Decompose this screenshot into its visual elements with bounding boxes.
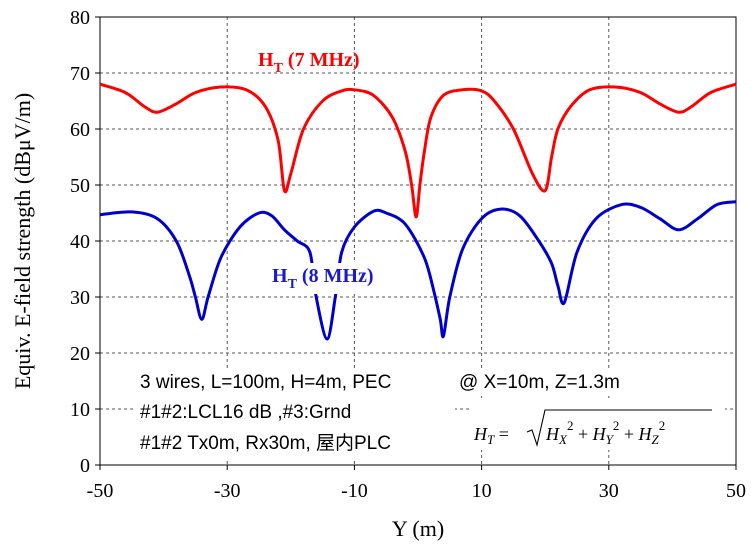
series-line-0 — [99, 82, 737, 219]
sqrt-sign — [526, 409, 712, 448]
y-tick-label: 80 — [70, 7, 90, 29]
series-label-8mhz-background — [268, 263, 378, 294]
y-tick-label: 60 — [70, 119, 90, 141]
x-tick-labels: -50 -30 -10 10 30 50 — [87, 480, 746, 502]
formula-box — [470, 400, 725, 450]
x-tick-label: 30 — [599, 480, 619, 502]
x-tick-label: 10 — [472, 480, 492, 502]
y-tick-label: 10 — [70, 399, 90, 421]
ht-formula: HT = HX2 + HY2 + HZ2 — [473, 409, 712, 448]
annotation-line-2: #1#2:LCL16 dB ,#3:Grnd — [140, 402, 351, 423]
x-tick-label: -50 — [87, 480, 114, 502]
series-label-7mhz: HT (7 MHz) — [258, 49, 360, 76]
y-tick-label: 50 — [70, 175, 90, 197]
annotation-box — [133, 368, 455, 461]
y-tick-label: 30 — [70, 287, 90, 309]
y-axis-title: Equiv. E-field strength (dBμV/m) — [10, 93, 35, 389]
series-lines — [99, 82, 737, 341]
x-axis-title: Y (m) — [392, 516, 444, 541]
series-label-8mhz: HT (8 MHz) — [272, 265, 374, 292]
series-label-8mhz-rest: (8 MHz) — [297, 265, 374, 287]
svg-text:HT =: HT = — [473, 424, 509, 447]
svg-text:HX2 + HY2 + HZ2: HX2 + HY2 + HZ2 — [545, 418, 665, 447]
x-tick-label: -30 — [214, 480, 241, 502]
annotation-line-3: #1#2 Tx0m, Rx30m, 屋内PLC — [140, 432, 391, 454]
x-tick-label: -10 — [341, 480, 368, 502]
series-label-7mhz-main: H — [258, 49, 274, 71]
measure-point-box — [455, 368, 725, 396]
y-tick-label: 40 — [70, 231, 90, 253]
series-label-7mhz-sub: T — [274, 61, 284, 76]
y-tick-label: 70 — [70, 63, 90, 85]
annotation-line-1: 3 wires, L=100m, H=4m, PEC — [140, 372, 391, 393]
series-label-7mhz-rest: (7 MHz) — [283, 49, 360, 71]
y-tick-labels: 0 10 20 30 40 50 60 70 80 — [70, 7, 90, 477]
measure-point-annotation: @ X=10m, Z=1.3m — [459, 372, 620, 393]
x-tick-label: 50 — [726, 480, 746, 502]
plot-frame — [99, 16, 737, 466]
y-tick-label: 20 — [70, 343, 90, 365]
series-label-8mhz-sub: T — [288, 277, 298, 292]
series-label-8mhz-main: H — [272, 265, 288, 287]
y-tick-label: 0 — [80, 455, 90, 477]
series-line-1 — [99, 200, 737, 341]
